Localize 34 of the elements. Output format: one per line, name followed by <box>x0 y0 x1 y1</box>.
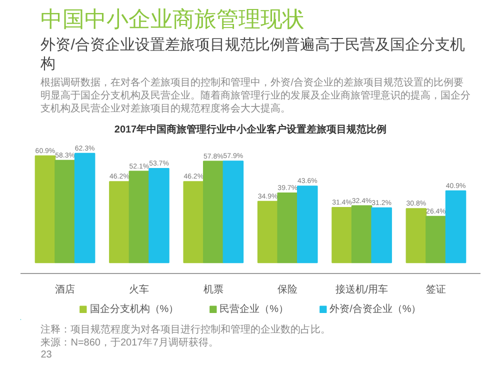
bar <box>203 160 224 264</box>
legend-label: 外资/合资企业（%） <box>330 302 422 316</box>
bar <box>371 207 392 264</box>
bar <box>222 160 244 264</box>
bar <box>183 181 204 264</box>
bar <box>34 155 56 264</box>
bar <box>74 152 96 264</box>
bar <box>426 216 446 264</box>
x-tick-label: 保险 <box>278 284 298 296</box>
bar <box>128 170 150 264</box>
chart-subtitle: 外资/合资企业设置差旅项目规范比例普遍高于民营及国企分支机构 <box>40 36 465 72</box>
bar <box>148 168 170 264</box>
bar <box>277 192 298 264</box>
bar <box>296 186 318 264</box>
x-tick-label: 机票 <box>203 284 224 296</box>
legend-label: 国企分支机构（%） <box>90 302 179 316</box>
source-note: 来源：N=860，于2017年7月调研获得。 <box>40 336 218 348</box>
x-tick-label: 签证 <box>426 284 446 296</box>
bar <box>351 205 372 264</box>
legend-label: 民营企业（%） <box>220 302 289 316</box>
bar <box>406 208 427 264</box>
text: 2017年中国商旅管理行业中小企业客户设置差旅项目规范比例 <box>114 124 387 136</box>
bar <box>257 200 278 264</box>
bar <box>54 160 76 264</box>
x-tick-label: 火车 <box>129 284 150 296</box>
text: 23 <box>40 350 52 360</box>
chart-title: 中国中小企业商旅管理现状 <box>40 6 305 32</box>
x-tick-label: 接送机/用车 <box>335 284 388 296</box>
text: 注释：项目规范程度为对各项目进行控制和管理的企业数的占比。 <box>40 324 331 336</box>
bar <box>109 181 130 264</box>
x-tick-label: 酒店 <box>55 284 76 296</box>
bar <box>445 190 466 264</box>
text: 根据调研数据，在对各个差旅项目的控制和管理中，外资/合资企业的差旅项目规范设置的比例要明显高于国企分支机构及民营企业。随着商旅管理行业的发展及企业商旅管理意识的提高，国企分支机构及民营企业对差旅项目的规范程度将会大大提高。 <box>40 76 471 114</box>
bar <box>332 207 352 264</box>
